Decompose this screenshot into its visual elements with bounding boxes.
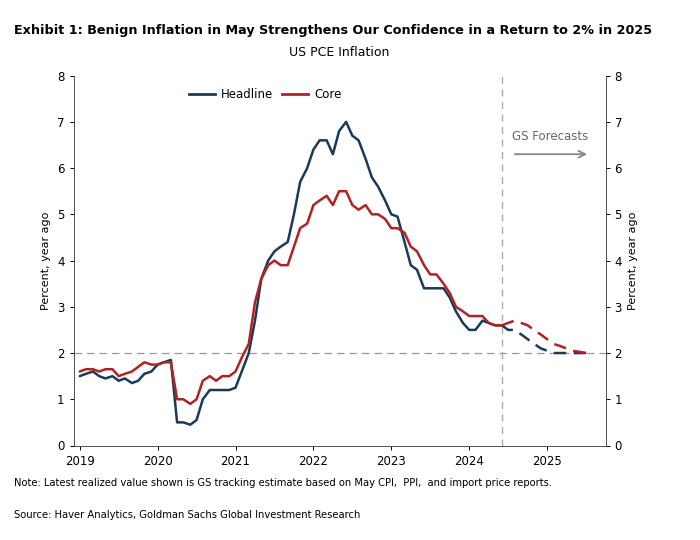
- Text: US PCE Inflation: US PCE Inflation: [289, 46, 390, 59]
- Text: GS Forecasts: GS Forecasts: [512, 130, 588, 143]
- Legend: Headline, Core: Headline, Core: [184, 83, 346, 106]
- Text: Source: Haver Analytics, Goldman Sachs Global Investment Research: Source: Haver Analytics, Goldman Sachs G…: [14, 510, 360, 521]
- Y-axis label: Percent, year ago: Percent, year ago: [41, 211, 51, 310]
- Text: Exhibit 1: Benign Inflation in May Strengthens Our Confidence in a Return to 2% : Exhibit 1: Benign Inflation in May Stren…: [14, 24, 652, 37]
- Text: Note: Latest realized value shown is GS tracking estimate based on May CPI,  PPI: Note: Latest realized value shown is GS …: [14, 478, 552, 488]
- Y-axis label: Percent, year ago: Percent, year ago: [628, 211, 638, 310]
